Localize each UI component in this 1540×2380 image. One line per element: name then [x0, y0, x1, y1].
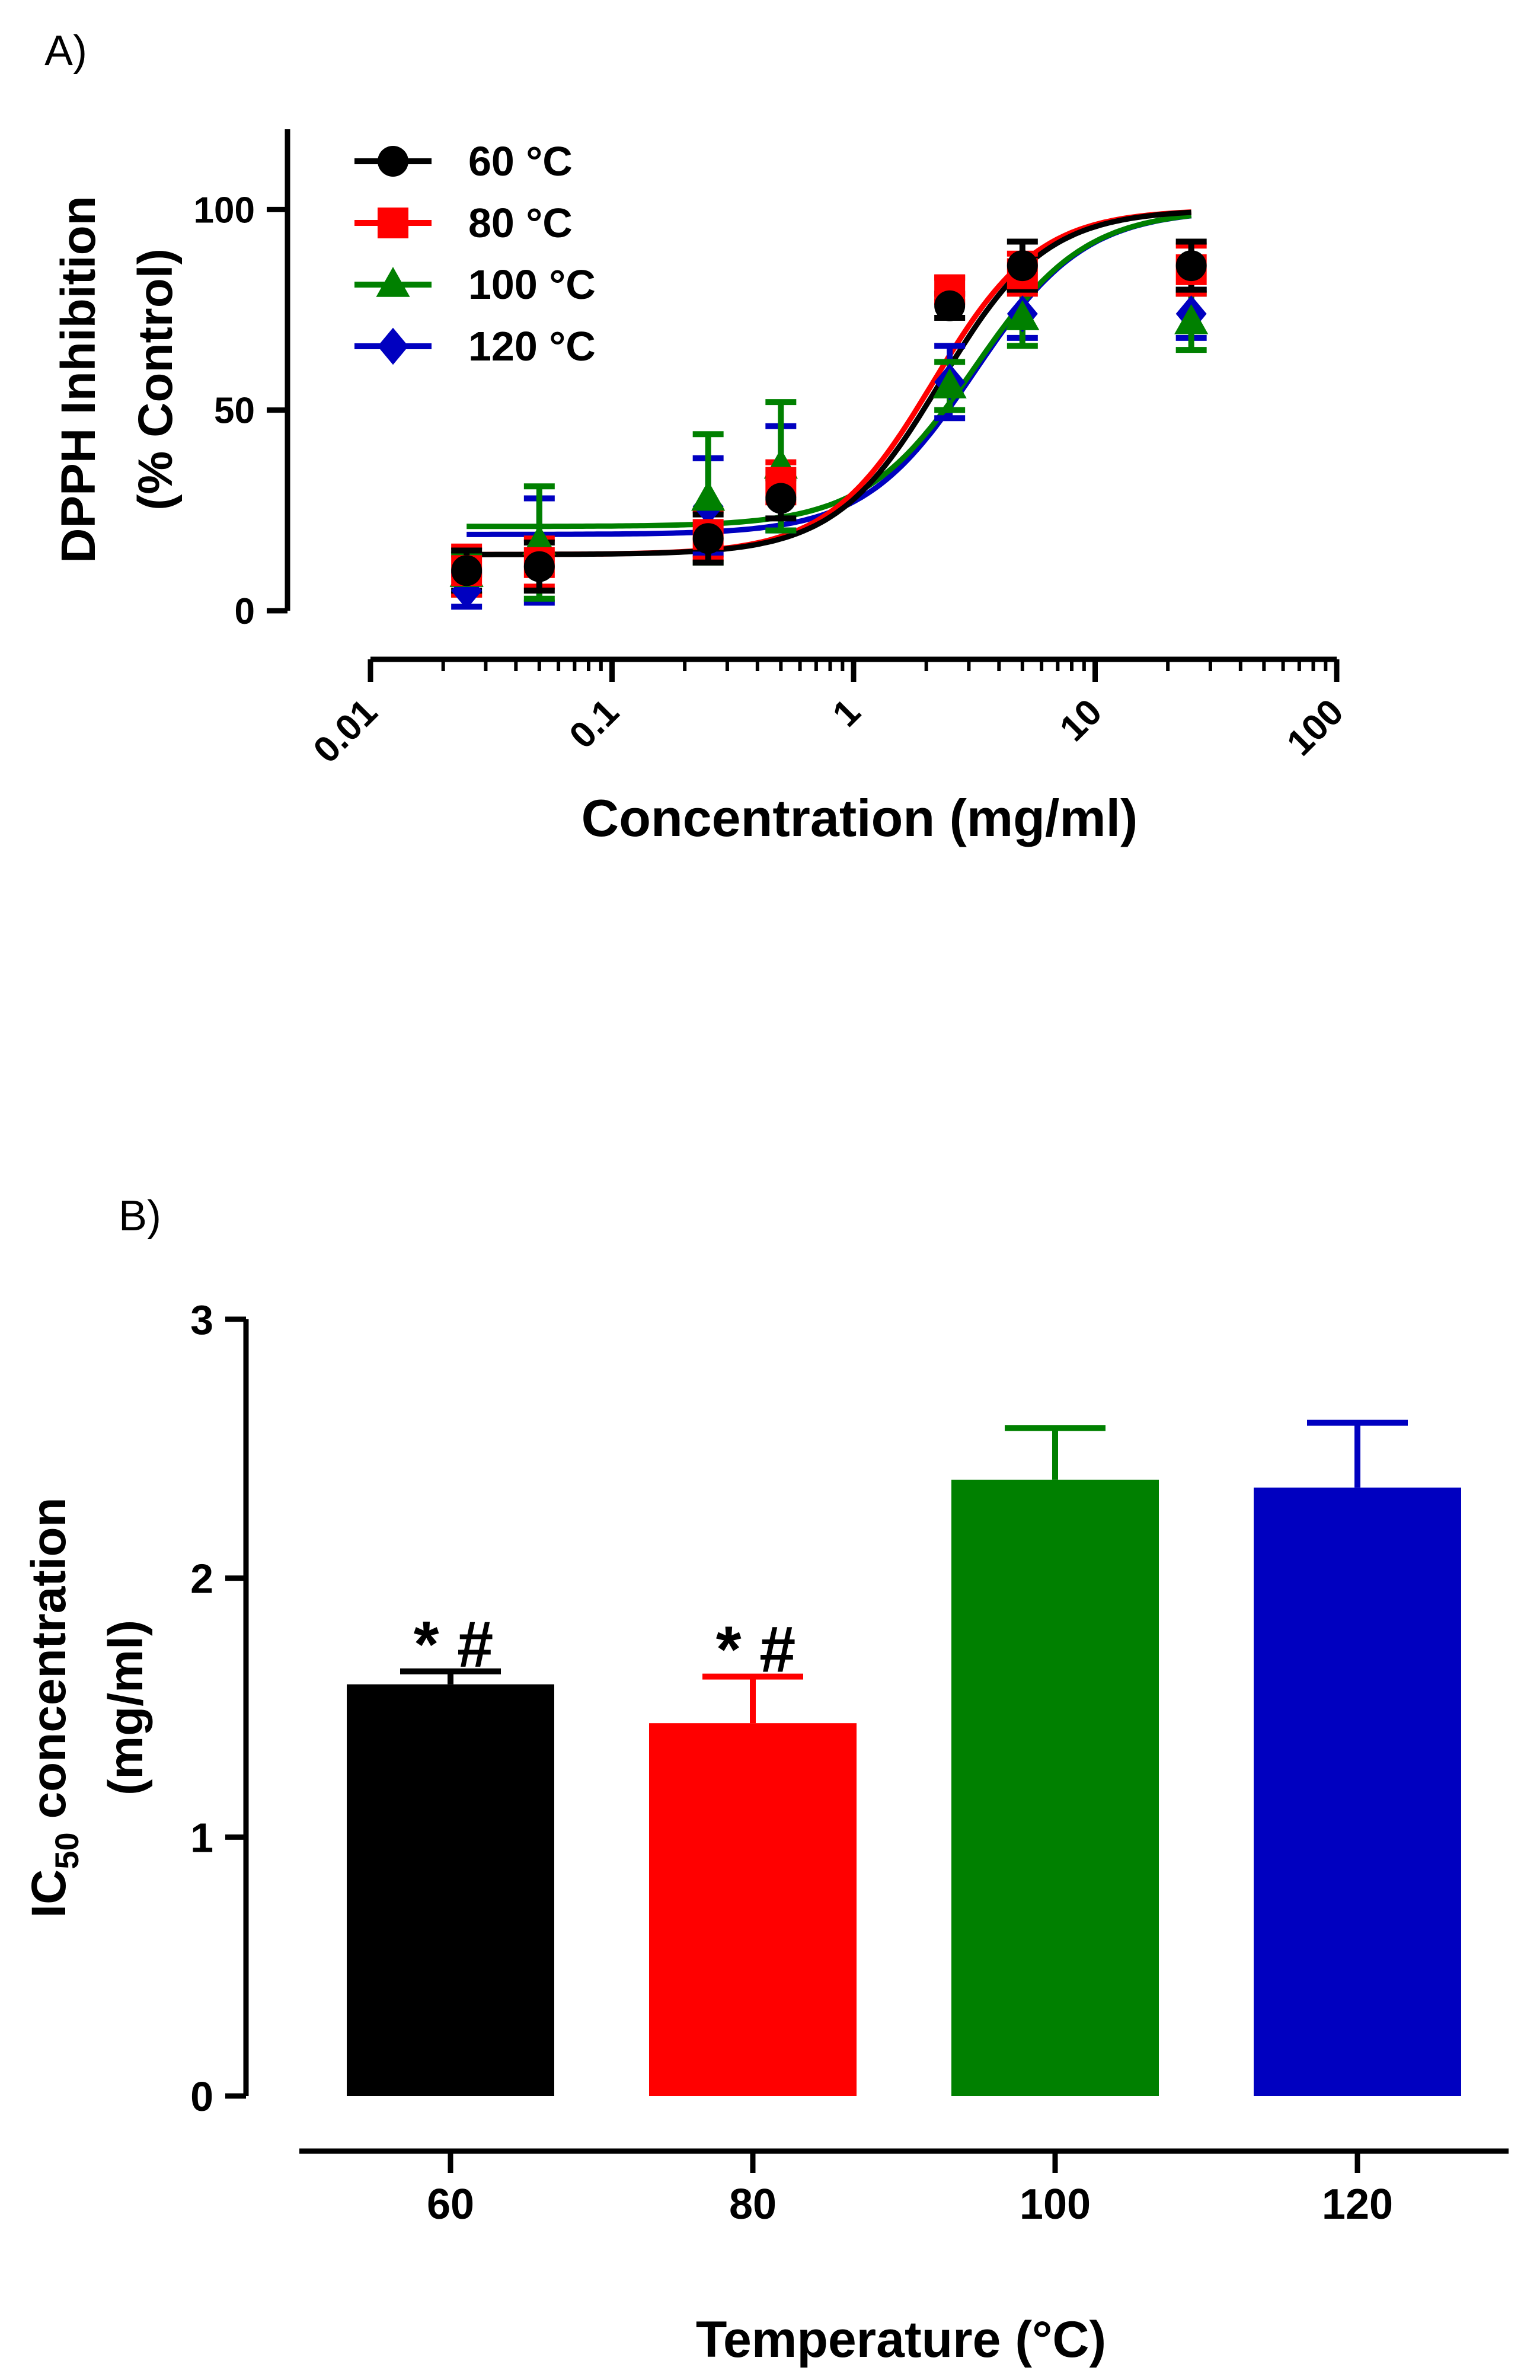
panel-b-annotations: * # * # — [414, 1608, 796, 1686]
x-tick-label: 10 — [1052, 691, 1110, 749]
panel-b-x-ticks: 60 80 100 120 — [427, 2151, 1393, 2228]
panel-a-y-ticks: 0 50 100 — [194, 190, 287, 632]
legend-label: 100 °C — [468, 261, 596, 308]
legend-label: 80 °C — [468, 200, 573, 246]
panel-b-y-ticks: 0 1 2 3 — [190, 1297, 246, 2120]
y-tick-label: 0 — [235, 591, 255, 632]
significance-annotation: * # — [414, 1608, 494, 1681]
marker-triangle — [1174, 304, 1209, 334]
panel-a-x-ticks: 0.01 0.1 1 10 100 — [306, 659, 1352, 771]
panel-a-label: A) — [44, 27, 87, 75]
y-tick-label: 0 — [190, 2073, 213, 2120]
panel-b-y-label-rest: concentration — [22, 1497, 76, 1832]
panel-a-markers — [449, 250, 1209, 610]
y-tick-label: 50 — [214, 391, 255, 432]
marker-triangle — [691, 480, 726, 511]
x-tick-label: 100 — [1020, 2181, 1091, 2228]
marker-diamond — [451, 572, 483, 610]
panel-a-line-chart: A) 0 50 100 0.01 0.1 1 10 100 60 °C 80 °C 100 °C… — [44, 27, 1352, 847]
marker-circle — [523, 551, 555, 582]
panel-a-y-axis-label: DPPH Inhibition (% Control) — [52, 196, 183, 563]
significance-annotation: * # — [716, 1613, 796, 1686]
panel-b-y-axis-label: IC50 concentration (mg/ml) — [22, 1497, 153, 1918]
panel-b-bar-chart: B) 0 1 2 3 * # * # 60 80 100 120 Temperature (°… — [22, 1192, 1509, 2368]
bar-80 — [649, 1723, 857, 2096]
marker-circle — [692, 523, 724, 554]
panel-a-y-label-line1: DPPH Inhibition — [52, 196, 106, 563]
panel-b-error-bars — [400, 1419, 1408, 1724]
y-tick-label: 2 — [190, 1556, 213, 1602]
panel-b-y-label-subscript: 50 — [48, 1832, 85, 1869]
fit-curve — [467, 213, 1192, 529]
marker-triangle — [932, 368, 967, 398]
x-tick-label: 0.1 — [562, 691, 627, 757]
marker-circle — [451, 555, 483, 586]
x-tick-label: 80 — [729, 2181, 777, 2228]
marker-square — [378, 208, 408, 238]
fit-curve — [467, 209, 1191, 557]
y-tick-label: 1 — [190, 1814, 213, 1861]
marker-circle — [1175, 250, 1207, 282]
marker-diamond — [378, 327, 408, 365]
x-tick-label: 0.01 — [306, 691, 385, 771]
panel-b-y-label-main: IC — [22, 1869, 76, 1918]
x-tick-label: 120 — [1322, 2181, 1393, 2228]
x-tick-label: 100 — [1279, 691, 1352, 764]
panel-b-label: B) — [119, 1192, 161, 1240]
legend-label: 120 °C — [468, 323, 596, 369]
bar-60 — [347, 1684, 554, 2096]
panel-b-x-axis-label: Temperature (°C) — [696, 2311, 1106, 2368]
x-tick-label: 1 — [825, 691, 868, 735]
panel-a-y-label-line2: (% Control) — [129, 248, 183, 511]
panel-a-legend: 60 °C 80 °C 100 °C 120 °C — [354, 138, 596, 369]
bar-120 — [1254, 1487, 1461, 2096]
marker-circle — [934, 290, 966, 321]
panel-b-bars — [347, 1479, 1461, 2096]
y-tick-label: 3 — [190, 1297, 213, 1343]
legend-label: 60 °C — [468, 138, 573, 184]
marker-circle — [765, 483, 797, 514]
marker-triangle — [376, 267, 410, 297]
panel-b-y-label-line2: (mg/ml) — [99, 1620, 153, 1795]
marker-triangle — [1005, 300, 1040, 330]
marker-circle — [1007, 250, 1038, 282]
panel-a-fit-curves — [467, 209, 1192, 557]
panel-b-y-label-line1: IC50 concentration — [22, 1497, 85, 1918]
x-tick-label: 60 — [427, 2181, 474, 2228]
bar-100 — [951, 1479, 1159, 2096]
y-tick-label: 100 — [194, 190, 255, 231]
panel-a-x-axis-label: Concentration (mg/ml) — [582, 789, 1138, 847]
marker-circle — [378, 146, 408, 177]
